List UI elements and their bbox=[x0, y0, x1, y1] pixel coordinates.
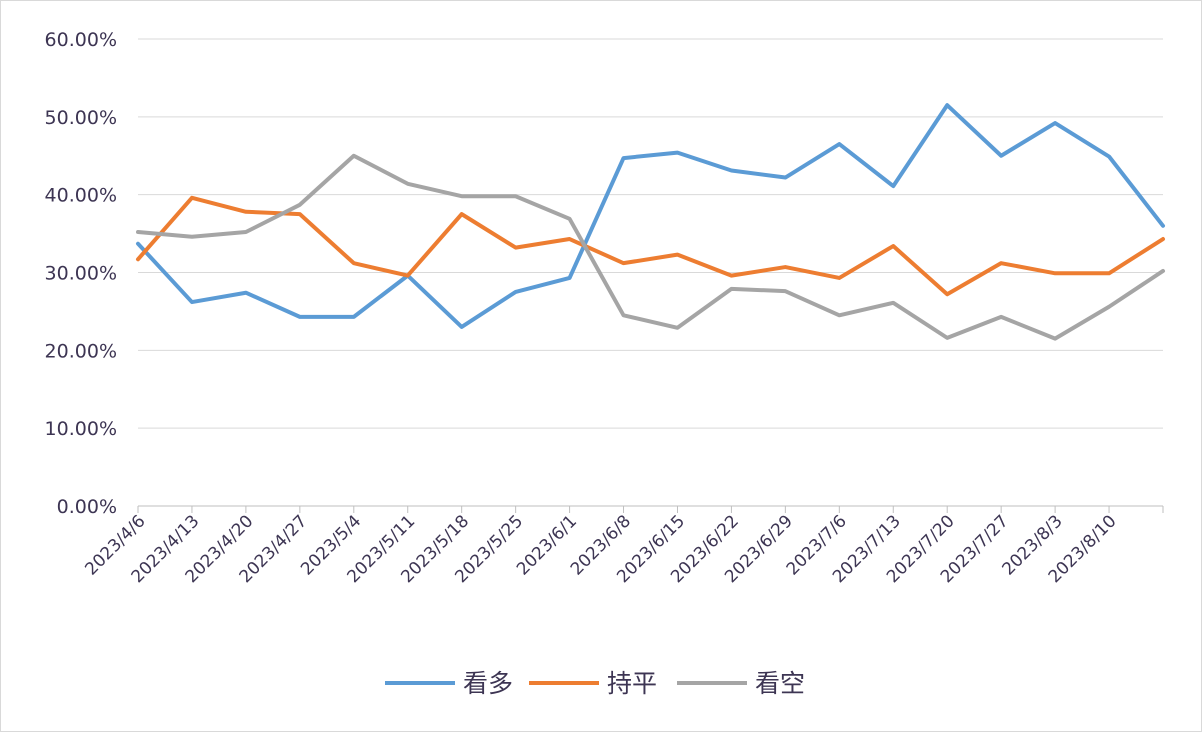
series-line-2 bbox=[136, 153, 1165, 341]
legend-label: 看多 bbox=[463, 669, 513, 698]
legend-label: 持平 bbox=[607, 669, 657, 698]
y-tick-label: 50.00% bbox=[45, 107, 117, 129]
y-tick-label: 40.00% bbox=[45, 185, 117, 207]
series-line-0 bbox=[136, 103, 1165, 329]
series-line-1 bbox=[136, 195, 1165, 297]
y-tick-label: 60.00% bbox=[45, 29, 117, 51]
y-tick-label: 20.00% bbox=[45, 340, 117, 362]
y-tick-label: 10.00% bbox=[45, 418, 117, 440]
y-tick-label: 0.00% bbox=[57, 496, 117, 518]
legend-label: 看空 bbox=[755, 669, 805, 698]
y-tick-label: 30.00% bbox=[45, 263, 117, 285]
